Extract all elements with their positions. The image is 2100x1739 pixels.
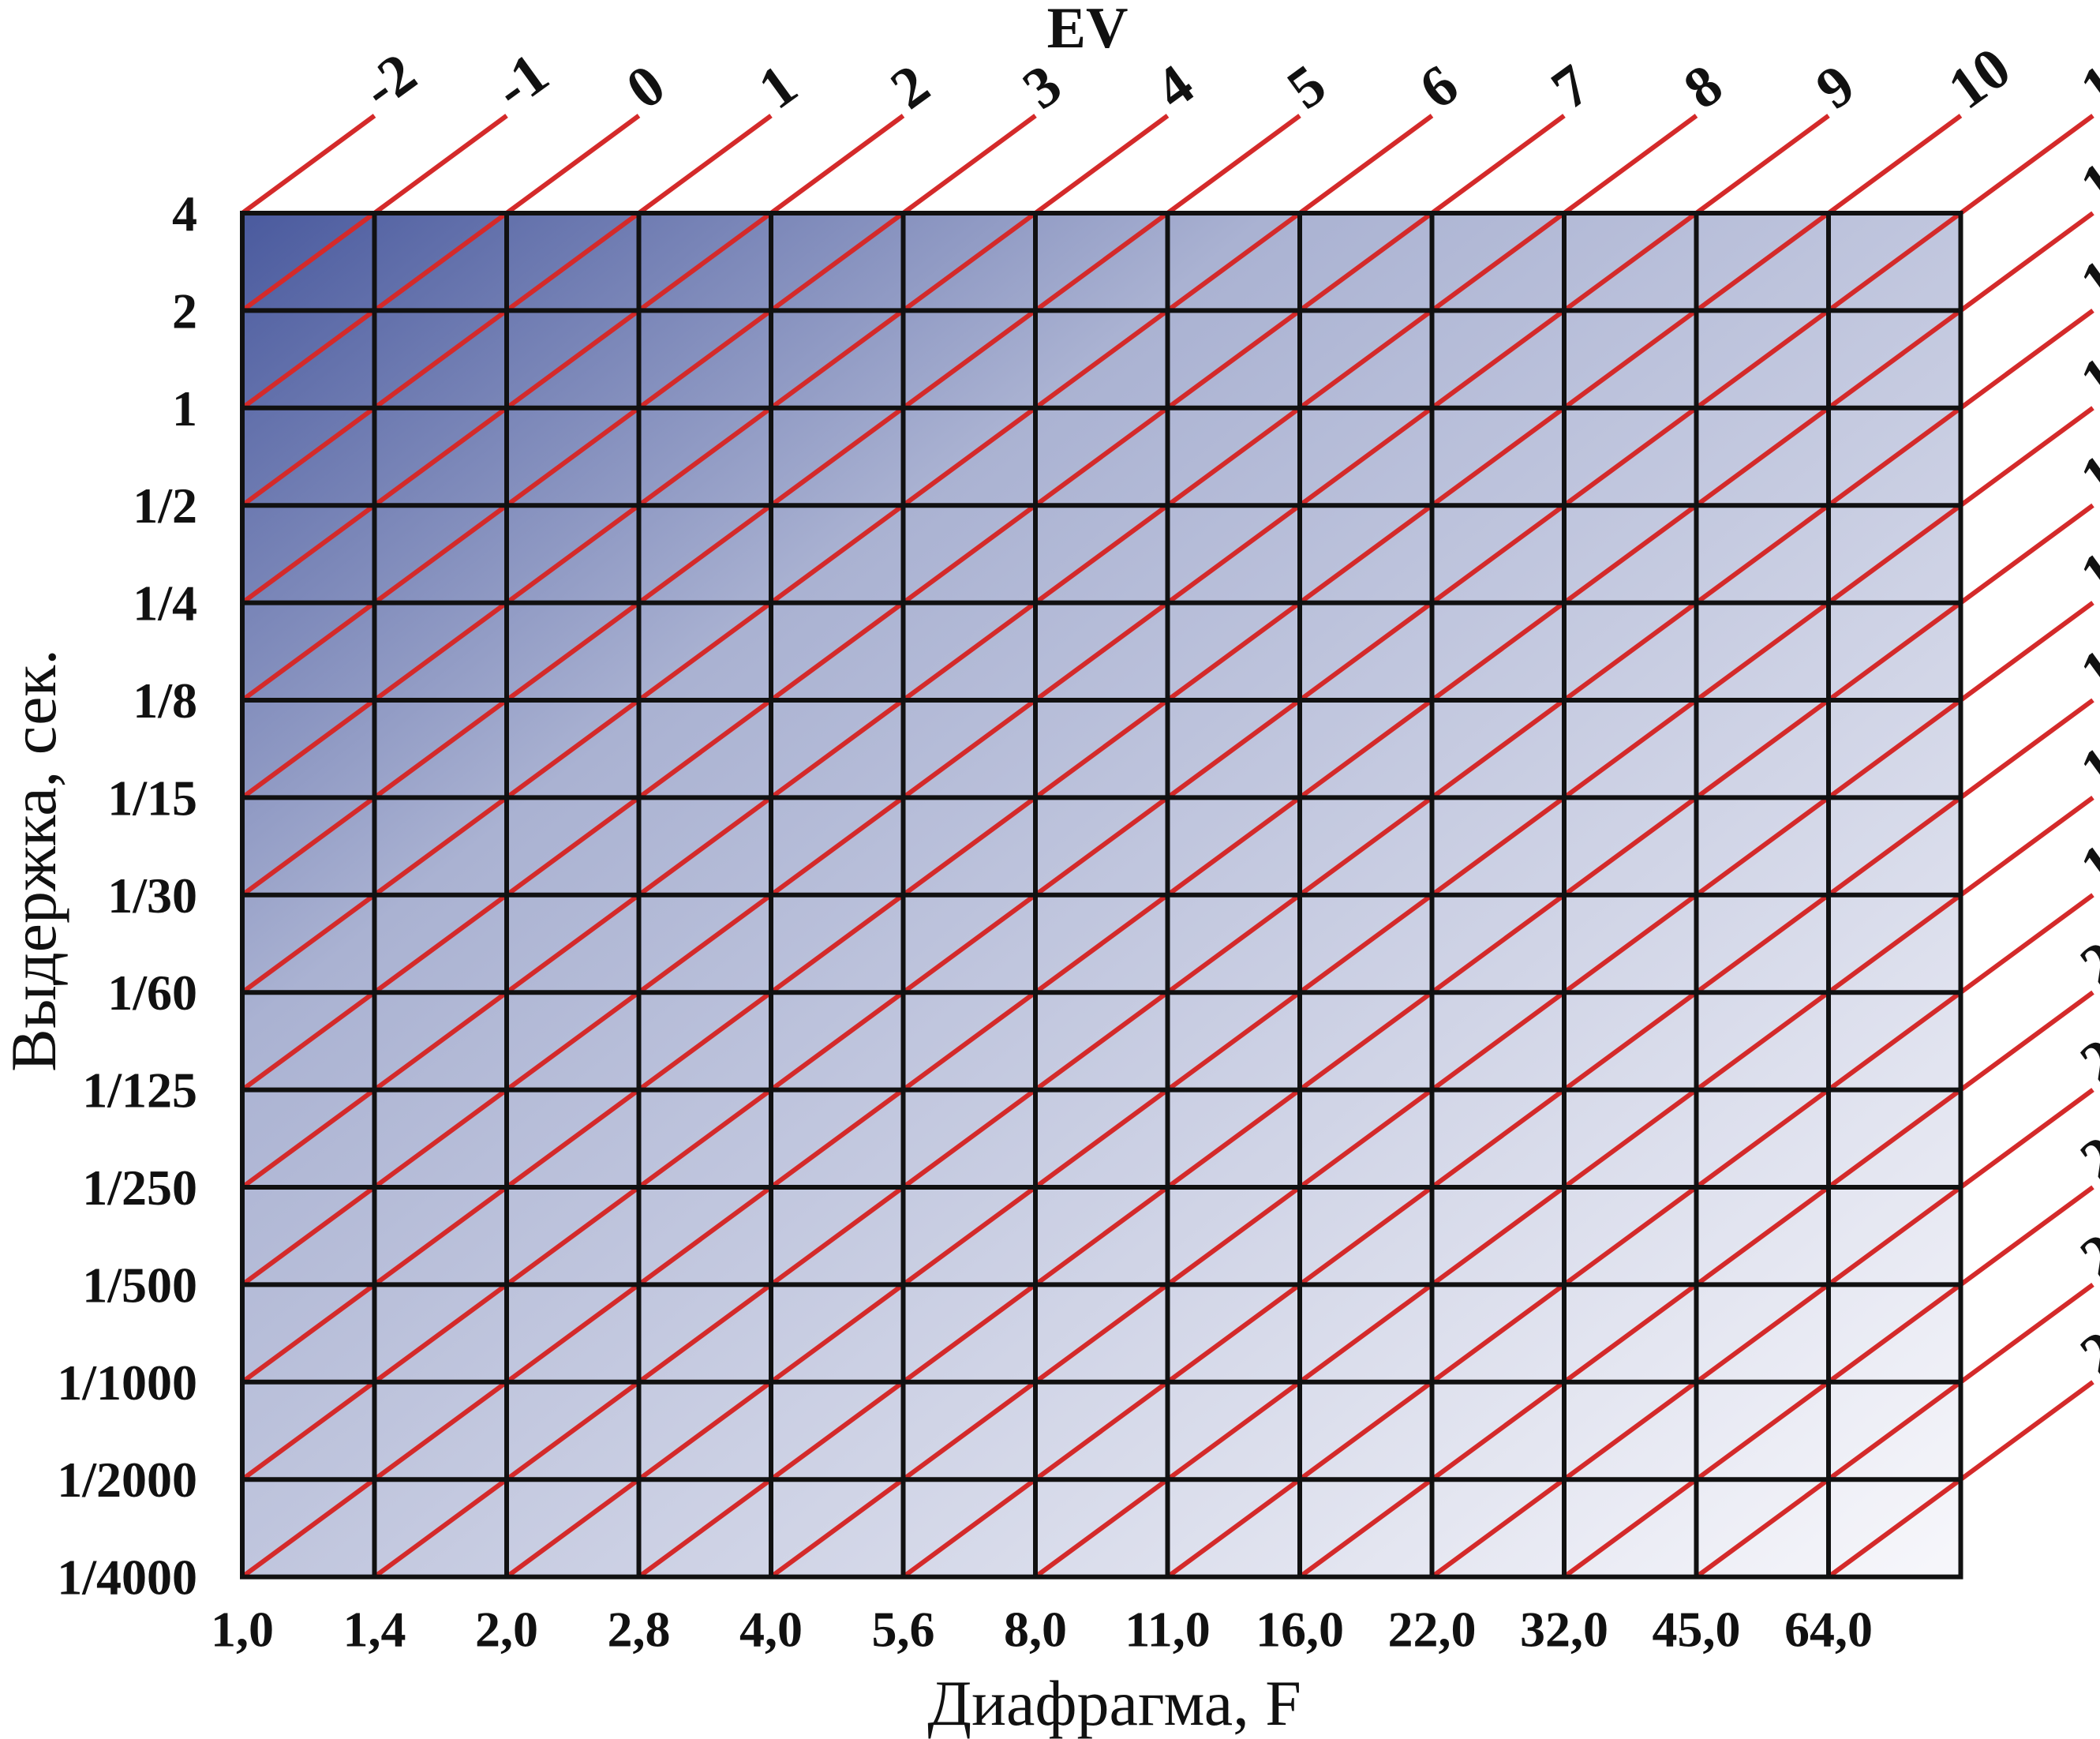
y-tick-label: 1/4 [133, 575, 197, 632]
x-tick-labels: 1,0 1,4 2,0 2,8 4,0 5,6 8,0 11,0 16,0 22,0 32,0 45,… [211, 1602, 1873, 1658]
x-tick-label: 32,0 [1520, 1602, 1608, 1658]
ev-line [1694, 1282, 2094, 1576]
ev-label: 11 [2069, 37, 2100, 122]
x-tick-label: 16,0 [1256, 1602, 1344, 1658]
ev-label: 20 [2069, 912, 2100, 999]
ev-label: 3 [1012, 52, 1073, 122]
ev-label: 12 [2069, 133, 2100, 219]
ev-line [241, 114, 1434, 995]
ev-label: -2 [350, 41, 428, 122]
y-tick-labels: 4 2 1 1/2 1/4 1/8 1/15 1/30 1/60 1/125 1/250 1/500 1… [57, 186, 197, 1606]
y-axis-label: Выдержка, сек. [0, 649, 69, 1072]
x-tick-label: 8,0 [1004, 1602, 1067, 1658]
ev-label: 18 [2069, 717, 2100, 804]
ev-line [637, 503, 2094, 1576]
ev-line [372, 308, 2094, 1576]
ev-label: 24 [2069, 1302, 2100, 1389]
ev-label: 2 [879, 52, 941, 122]
chart-title: EV [1047, 0, 1129, 61]
ev-label: 15 [2069, 425, 2100, 512]
x-tick-label: 1,0 [211, 1602, 274, 1658]
ev-label: 10 [1937, 36, 2022, 122]
ev-label: 19 [2069, 815, 2100, 901]
ev-label: 13 [2069, 230, 2100, 317]
x-tick-label: 64,0 [1784, 1602, 1873, 1658]
ev-label: 22 [2069, 1107, 2100, 1194]
y-tick-label: 1 [172, 380, 197, 437]
x-tick-label: 1,4 [343, 1602, 406, 1658]
ev-label: 16 [2069, 523, 2100, 609]
x-tick-label: 22,0 [1388, 1602, 1477, 1658]
ev-line [241, 114, 641, 410]
ev-label: 1 [747, 52, 809, 122]
y-tick-label: 1/60 [107, 965, 197, 1021]
x-tick-label: 4,0 [739, 1602, 803, 1658]
ev-line [241, 114, 1963, 1385]
ev-label: -1 [483, 41, 560, 122]
y-tick-label: 1/500 [82, 1257, 197, 1313]
ev-label: 23 [2069, 1204, 2100, 1291]
ev-label: 8 [1672, 52, 1734, 122]
ev-label: 6 [1408, 52, 1469, 122]
ev-label: 14 [2069, 328, 2100, 414]
y-tick-label: 1/4000 [57, 1550, 197, 1606]
y-tick-label: 4 [172, 186, 197, 242]
y-tick-label: 1/1000 [57, 1355, 197, 1411]
ev-label: 4 [1144, 52, 1205, 122]
y-tick-label: 1/30 [107, 868, 197, 924]
ev-line [241, 114, 905, 605]
y-tick-label: 1/2 [133, 478, 197, 534]
ev-label: 17 [2069, 620, 2100, 706]
y-tick-label: 1/8 [133, 673, 197, 729]
y-tick-label: 1/250 [82, 1160, 197, 1216]
y-tick-label: 1/2000 [57, 1452, 197, 1508]
ev-line [241, 114, 376, 216]
grid [240, 211, 1963, 1580]
x-tick-label: 11,0 [1125, 1602, 1210, 1658]
ev-line [901, 698, 2094, 1576]
ev-line [241, 114, 1170, 800]
ev-line [1166, 893, 2094, 1576]
ev-label: 0 [615, 52, 676, 122]
y-tick-label: 2 [172, 283, 197, 339]
ev-label: 5 [1276, 52, 1338, 122]
x-tick-label: 2,8 [608, 1602, 671, 1658]
ev-line [1430, 1088, 2094, 1576]
x-tick-label: 45,0 [1653, 1602, 1741, 1658]
y-tick-label: 1/125 [82, 1063, 197, 1119]
x-tick-label: 2,0 [475, 1602, 538, 1658]
ev-line [241, 114, 1698, 1190]
x-tick-label: 5,6 [872, 1602, 935, 1658]
ev-label: 21 [2069, 1010, 2100, 1096]
ev-label: 7 [1540, 52, 1602, 122]
ev-label: 9 [1805, 52, 1866, 122]
y-tick-label: 1/15 [107, 770, 197, 826]
x-axis-label: Диафрагма, F [927, 1667, 1301, 1739]
